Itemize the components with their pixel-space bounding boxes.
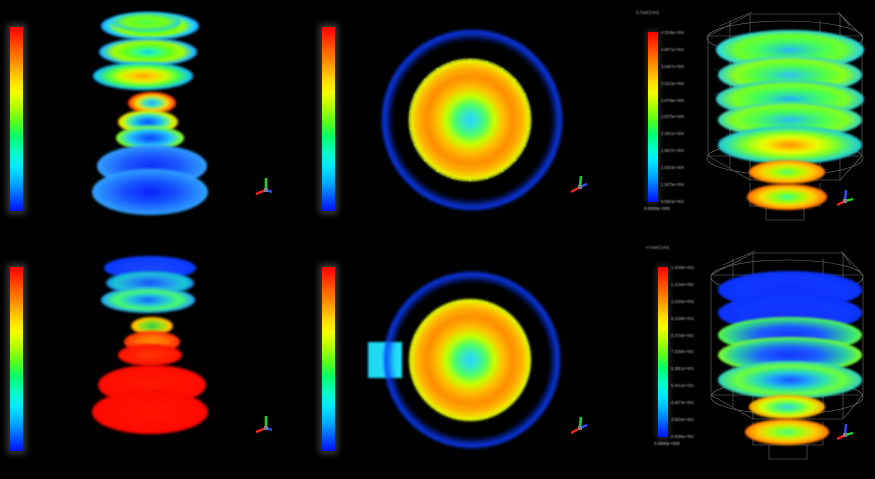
colorbar-tick: 3.6497e+004 [661, 63, 684, 69]
axis-triad[interactable] [566, 411, 592, 437]
colorbar-tick: 4.4973e+001 [671, 400, 694, 406]
field-slice [99, 38, 197, 66]
field-slice [93, 62, 193, 90]
colorbar-strip[interactable] [648, 32, 658, 202]
colorbar-bottom-left[interactable] [10, 267, 23, 451]
field-disc [749, 395, 825, 419]
panel-bottom-right[interactable]: H Field [A/m] 1.2048e+002 1.1104e+002 1.… [600, 240, 875, 479]
colorbar-tick-labels: 1.2048e+002 1.1104e+002 1.0160e+002 9.21… [671, 265, 694, 439]
colorbar-tick: 8.2729e+001 [671, 332, 694, 338]
field-slice [128, 92, 176, 114]
field-disc [718, 361, 862, 399]
field-disc [718, 126, 862, 164]
panel-top-left[interactable] [0, 0, 300, 240]
axis-triad[interactable] [252, 173, 278, 199]
field-slice [131, 317, 173, 335]
panel-top-center[interactable] [300, 0, 600, 240]
field-disc [749, 160, 825, 184]
colorbar-tick: 1.6253e+004 [661, 165, 684, 171]
colorbar-tick: 3.9871e+004 [661, 46, 684, 52]
axis-triad[interactable] [832, 418, 858, 444]
colorbar-tick-labels: 4.3245e+004 3.9871e+004 3.6497e+004 3.31… [661, 30, 684, 204]
colorbar-tick: 5.4412e+001 [671, 383, 694, 389]
colorbar-tick: 2.6095e+001 [671, 433, 694, 439]
colorbar-tick: 1.9627e+004 [661, 148, 684, 154]
colorbar-min-label: 0.0000e+000 [644, 206, 670, 211]
core-field [409, 59, 531, 181]
colorbar-tick: 1.0160e+002 [671, 298, 694, 304]
colorbar-tick: 3.3123e+004 [661, 80, 684, 86]
colorbar-bottom-center[interactable] [322, 267, 335, 451]
axis-triad[interactable] [252, 411, 278, 437]
colorbar-tick: 1.2048e+002 [671, 265, 694, 270]
colorbar-bottom-right[interactable]: H Field [A/m] 1.2048e+002 1.1104e+002 1.… [646, 245, 704, 450]
colorbar-tick: 9.5053e+003 [661, 198, 684, 204]
field-slice [101, 287, 195, 313]
field-slice [118, 344, 182, 366]
colorbar-tick: 1.2879e+004 [661, 182, 684, 188]
panel-bottom-center[interactable] [300, 240, 600, 479]
colorbar-tick: 4.3245e+004 [661, 30, 684, 35]
colorbar-tick: 2.9749e+004 [661, 97, 684, 103]
colorbar-tick: 2.6375e+004 [661, 114, 684, 120]
axis-triad[interactable] [832, 184, 858, 210]
colorbar-strip[interactable] [658, 267, 668, 437]
field-slice [92, 169, 208, 215]
colorbar-top-center[interactable] [322, 27, 335, 211]
colorbar-top-right[interactable]: E Field [V/m] 4.3245e+004 3.9871e+004 3.… [636, 10, 694, 215]
panel-bottom-left[interactable] [0, 240, 300, 479]
colorbar-tick: 1.1104e+002 [671, 281, 694, 287]
colorbar-title: E Field [V/m] [636, 10, 659, 15]
colorbar-tick: 6.3851e+001 [671, 366, 694, 372]
field-disc [747, 184, 827, 210]
axis-triad[interactable] [566, 170, 592, 196]
field-disc [745, 419, 829, 445]
panel-top-right[interactable]: E Field [V/m] 4.3245e+004 3.9871e+004 3.… [600, 0, 875, 240]
colorbar-tick: 7.3290e+001 [671, 349, 694, 355]
colorbar-min-label: 0.0000e+000 [654, 441, 680, 446]
core-field [409, 299, 531, 421]
field-slice [111, 13, 181, 31]
colorbar-top-left[interactable] [10, 27, 23, 211]
colorbar-tick: 3.5534e+001 [671, 417, 694, 423]
colorbar-title: H Field [A/m] [646, 245, 669, 250]
field-slice [92, 390, 208, 434]
colorbar-tick: 2.3001e+004 [661, 131, 684, 137]
colorbar-tick: 9.2168e+001 [671, 315, 694, 321]
